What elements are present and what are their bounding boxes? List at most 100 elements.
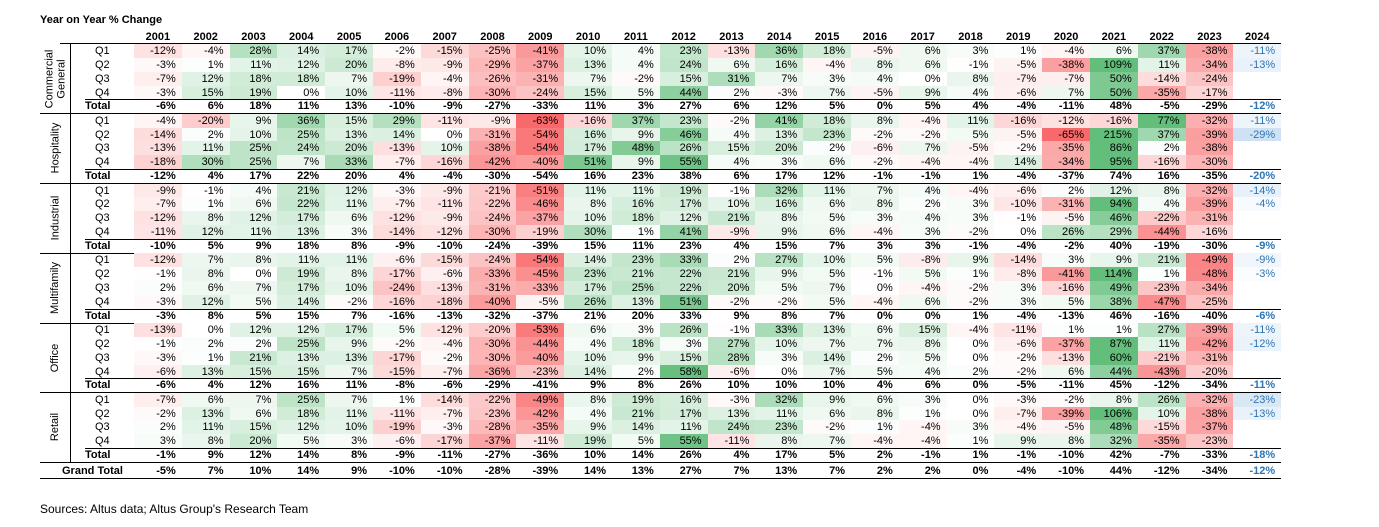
value-cell: -2% <box>755 294 804 309</box>
value-cell: -9% <box>395 239 415 252</box>
value-cell: 55% <box>659 434 708 449</box>
grand-total-label: Grand Total <box>62 464 123 477</box>
value-cell: -36% <box>468 364 517 379</box>
value-cell: 13% <box>181 364 230 379</box>
value-cell: -43% <box>1137 364 1186 379</box>
value-cell: 26% <box>679 379 702 392</box>
year-header: 2012 <box>671 31 696 43</box>
value-cell: -2% <box>898 127 947 142</box>
value-cell: -17% <box>420 434 469 449</box>
value-cell: -37% <box>468 434 517 449</box>
value-cell: 3% <box>325 225 373 239</box>
value-cell: 8% <box>1090 392 1138 407</box>
value-cell: 18% <box>297 239 320 252</box>
value-cell: 3% <box>612 323 660 337</box>
value-cell: -27% <box>484 449 511 462</box>
value-cell: 9% <box>733 309 750 322</box>
row-label: Q1 <box>95 324 110 336</box>
value-cell: -54% <box>532 170 559 183</box>
total-rule <box>85 378 1282 380</box>
value-cell: -2% <box>1064 239 1084 252</box>
value-cell: -8% <box>373 57 421 72</box>
value-cell: 29% <box>373 113 421 128</box>
value-cell: 7% <box>229 392 278 407</box>
value-cell: -42% <box>468 155 517 170</box>
value-cell: 18% <box>277 71 326 86</box>
value-cell: 6% <box>733 170 750 183</box>
value-cell: 3% <box>659 336 708 351</box>
value-cell: 3% <box>755 155 804 170</box>
value-cell: 9% <box>1090 253 1138 268</box>
value-cell: -1% <box>921 449 941 462</box>
value-cell: -5% <box>946 141 995 156</box>
value-cell: 23% <box>659 44 708 58</box>
value-cell: -13% <box>707 44 756 58</box>
value-cell: -3% <box>994 392 1043 407</box>
value-cell: 11% <box>277 253 326 268</box>
value-cell: 6% <box>229 197 278 212</box>
value-cell: 0% <box>972 379 989 392</box>
value-cell: 26% <box>564 294 612 309</box>
value-cell: 4% <box>898 211 947 226</box>
value-cell: 41% <box>755 113 804 128</box>
value-cell: -38% <box>1185 44 1234 58</box>
value-cell <box>1233 225 1281 239</box>
grand-total-cell: -12% <box>1153 464 1180 477</box>
value-cell: 3% <box>134 434 182 449</box>
value-cell: -5% <box>1042 211 1090 226</box>
value-cell: 7% <box>229 280 278 295</box>
value-cell: 4% <box>398 170 415 183</box>
value-cell: 10% <box>229 127 278 142</box>
value-cell: 6% <box>229 406 278 421</box>
year-header: 2021 <box>1101 31 1127 43</box>
value-cell: 10% <box>707 197 756 212</box>
value-cell: 19% <box>564 434 612 449</box>
value-cell: -33% <box>468 267 517 281</box>
value-cell: 19% <box>612 392 660 407</box>
value-cell: 114% <box>1090 267 1138 281</box>
value-cell: 12% <box>229 211 278 226</box>
value-cell: 0% <box>924 309 941 322</box>
value-cell: 1% <box>994 44 1043 58</box>
value-cell: -23% <box>1137 280 1186 295</box>
value-cell: 0% <box>755 364 804 379</box>
value-cell: 5% <box>229 294 278 309</box>
value-cell: -16% <box>420 155 469 170</box>
value-cell: 50% <box>1090 71 1138 86</box>
value-cell: -34% <box>1042 155 1090 170</box>
value-cell: 32% <box>755 183 804 198</box>
value-cell: -4% <box>803 57 851 72</box>
title: Year on Year % Change <box>40 14 163 26</box>
value-cell: -24% <box>468 253 517 268</box>
value-cell: 8% <box>851 197 899 212</box>
value-cell: 33% <box>659 253 708 268</box>
grand-total-cell: -5% <box>156 464 176 477</box>
value-cell: 9% <box>803 392 851 407</box>
value-cell: 7% <box>564 71 612 86</box>
value-cell: 6% <box>851 392 899 407</box>
value-cell: 0% <box>876 100 893 113</box>
value-cell: -10% <box>436 239 463 252</box>
value-cell: -2% <box>946 225 995 239</box>
value-cell: 20% <box>707 280 756 295</box>
grand-total-cell: -4% <box>1016 464 1037 477</box>
value-cell: -39% <box>532 239 559 252</box>
value-cell: -6% <box>994 85 1043 100</box>
value-cell <box>1233 72 1281 86</box>
row-label: Q1 <box>95 45 110 57</box>
value-cell: -3% <box>420 420 469 435</box>
value-cell: 29% <box>1090 225 1138 239</box>
row-label: Q2 <box>95 128 110 141</box>
value-cell: 8% <box>851 57 899 72</box>
value-cell: -29% <box>1201 100 1228 113</box>
value-cell: 27% <box>755 253 804 268</box>
value-cell: 26% <box>1137 392 1186 407</box>
value-cell: 8% <box>946 71 995 86</box>
row-label: Total <box>85 379 111 392</box>
year-header: 2009 <box>528 31 553 43</box>
grand-total-cell: 27% <box>679 464 702 477</box>
row-label: Total <box>85 100 111 113</box>
value-cell: 33% <box>325 155 373 170</box>
value-cell: 2% <box>876 449 893 462</box>
